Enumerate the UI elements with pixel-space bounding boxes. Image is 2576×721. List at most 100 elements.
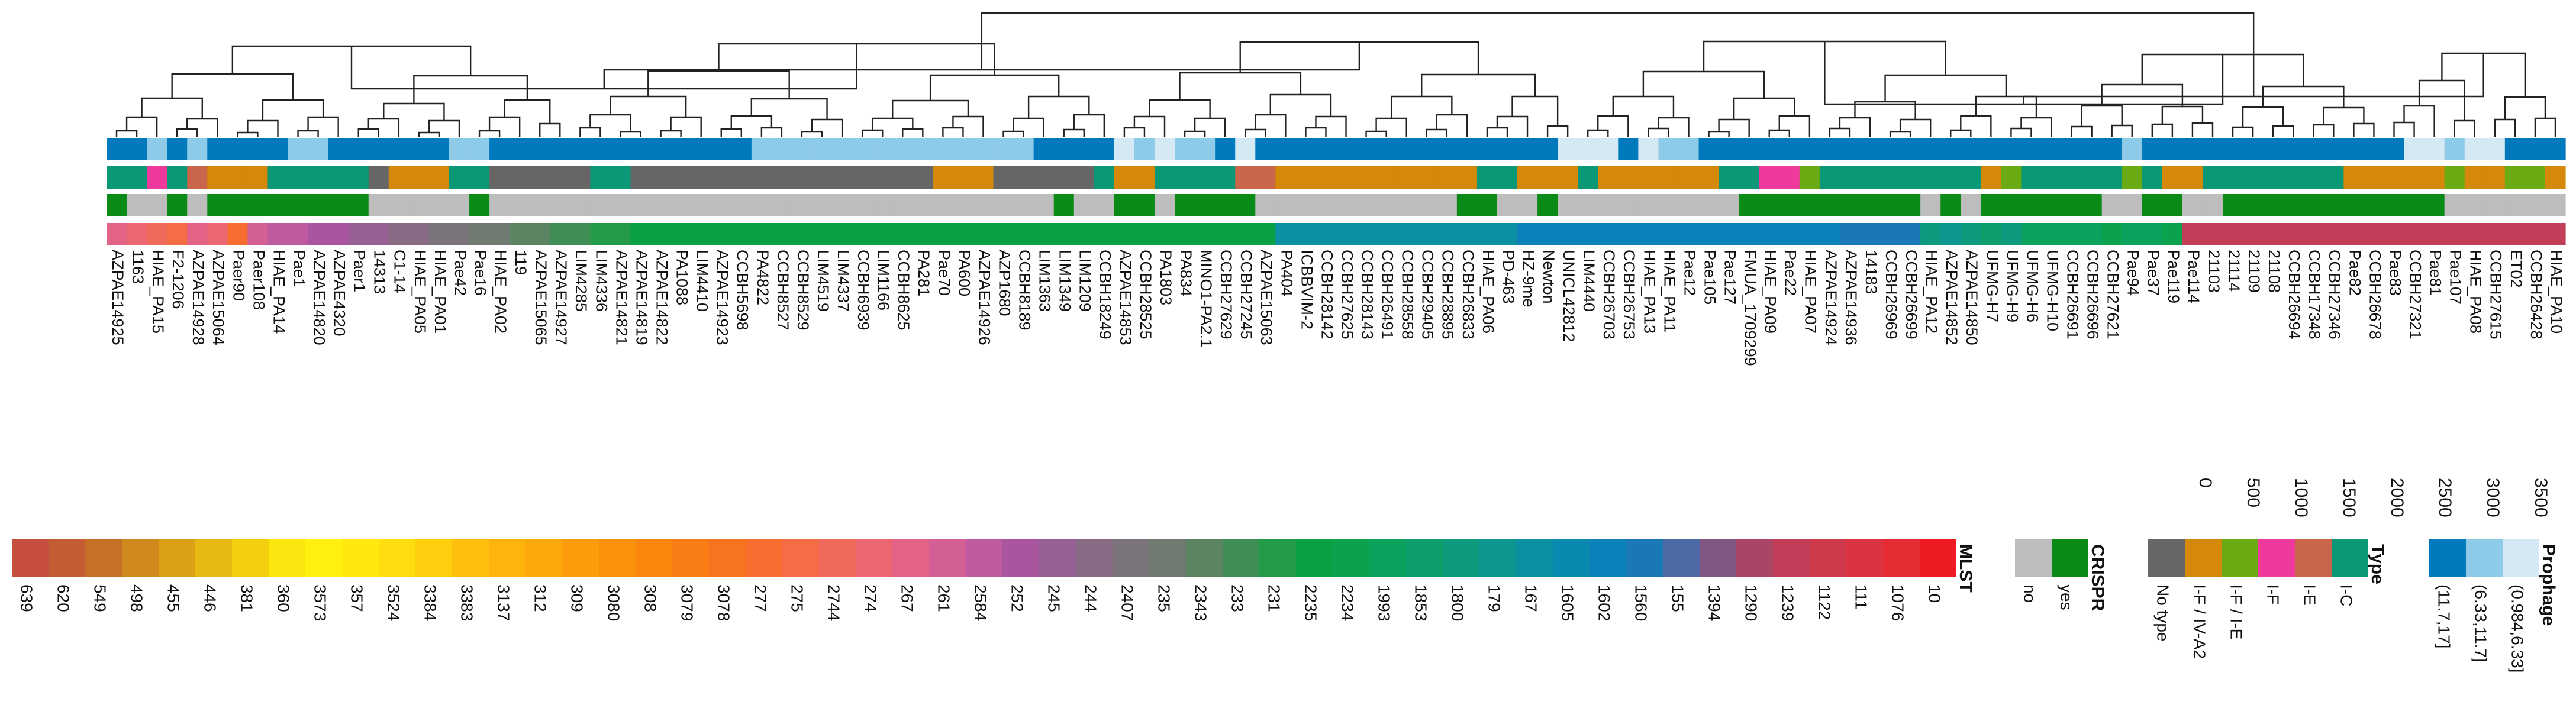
- crispr-cell: [1134, 194, 1155, 216]
- type-cell: [872, 166, 893, 189]
- crispr-cell: [1859, 194, 1881, 216]
- leaf-label: CCBH26691: [2064, 250, 2081, 340]
- crispr-cell: [1295, 194, 1317, 216]
- leaf-label: HIAE_PA05: [411, 250, 429, 334]
- prophage-cell: [530, 138, 550, 160]
- tree-branch: [1002, 130, 1024, 137]
- mlst-cell: [469, 223, 490, 245]
- type-cell: [2243, 166, 2264, 189]
- prophage-scale-tick: 3000: [2483, 478, 2503, 518]
- crispr-cell: [1053, 194, 1075, 216]
- mlst-legend-swatch: [1039, 539, 1076, 577]
- mlst-cell: [1961, 223, 1981, 245]
- tree-branch: [176, 128, 198, 137]
- tree-branch: [730, 115, 773, 129]
- prophage-cell: [1578, 138, 1598, 160]
- leaf-label: PA1803: [1157, 250, 1175, 305]
- leaf-label: CCBH26428: [2527, 250, 2545, 340]
- crispr-cell: [1880, 194, 1901, 216]
- prophage-cell: [1961, 138, 1981, 160]
- prophage-cell: [2504, 138, 2526, 160]
- leaf-label: PA600: [955, 250, 973, 296]
- prophage-cell: [650, 138, 672, 160]
- crispr-cell: [2243, 194, 2264, 216]
- type-cell: [408, 166, 430, 189]
- crispr-cell: [2182, 194, 2203, 216]
- prophage-cell: [670, 138, 692, 160]
- mlst-legend-swatch: [1223, 539, 1259, 577]
- leaf-label: UFMG-H10: [2043, 250, 2061, 331]
- leaf-label: HIAE_PA09: [1762, 250, 1779, 334]
- mlst-legend-swatch: [525, 539, 562, 577]
- prophage-cell: [1900, 138, 1921, 160]
- leaf-label: AZPAE14850: [1963, 250, 1981, 345]
- mlst-legend-swatch: [305, 539, 342, 577]
- crispr-cell: [1376, 194, 1397, 216]
- tree-branch: [2393, 121, 2415, 137]
- type-cell: [832, 166, 853, 189]
- mlst-legend-swatch: [1883, 539, 1920, 577]
- crispr-cell: [2283, 194, 2304, 216]
- tree-branch: [428, 119, 460, 137]
- mlst-legend-label: 3078: [715, 584, 733, 621]
- crispr-cell: [933, 194, 954, 216]
- leaf-label: CCBH28142: [1318, 250, 1336, 340]
- mlst-cell: [2182, 223, 2203, 245]
- crispr-legend-label: no: [2021, 584, 2039, 603]
- type-cell: [1517, 166, 1538, 189]
- mlst-legend-swatch: [1590, 539, 1626, 577]
- mlst-legend-swatch: [1002, 539, 1039, 577]
- mlst-cell: [610, 223, 631, 245]
- prophage-cell: [570, 138, 591, 160]
- prophage-cell: [2343, 138, 2365, 160]
- mlst-legend-label: 1560: [1632, 584, 1650, 621]
- tree-branch: [186, 118, 218, 137]
- tree-branch: [1899, 118, 1932, 137]
- tree-branch: [1436, 114, 1468, 137]
- type-cell: [1456, 166, 1478, 189]
- mlst-legend-swatch: [1626, 539, 1663, 577]
- leaf-label: HIAE_PA13: [1640, 250, 1658, 334]
- leaf-label: Pae94: [2124, 250, 2142, 296]
- tree-branch: [1426, 128, 1448, 137]
- tree-branch: [2313, 124, 2335, 137]
- type-cell: [107, 166, 127, 189]
- leaf-label: 21114: [2225, 250, 2243, 292]
- leaf-label: HIAE_PA01: [431, 250, 449, 334]
- crispr-cell: [1033, 194, 1055, 216]
- legend: 639 620 549 498 455 446 381 360 3573 357 3524 3384 3…: [12, 478, 2558, 672]
- type-cell: [449, 166, 470, 189]
- crispr-cell: [2525, 194, 2546, 216]
- crispr-cell: [1961, 194, 1981, 216]
- leaf-label: Pae37: [2145, 250, 2162, 296]
- type-cell: [1658, 166, 1679, 189]
- prophage-cell: [1598, 138, 1619, 160]
- crispr-cell: [1094, 194, 1115, 216]
- tree-branch: [1824, 41, 2224, 105]
- prophage-cell: [267, 138, 289, 160]
- crispr-cell: [2545, 194, 2566, 216]
- mlst-legend-label: 498: [128, 584, 146, 612]
- tree-branch: [1612, 95, 1675, 118]
- type-cell: [1920, 166, 1941, 189]
- mlst-legend-label: 455: [165, 584, 183, 612]
- tree-branch: [478, 130, 501, 137]
- mlst-cell: [348, 223, 369, 245]
- prophage-legend-swatch: [2466, 539, 2503, 577]
- prophage-cell: [1073, 138, 1095, 160]
- type-cell: [2545, 166, 2566, 189]
- tree-branch: [383, 102, 445, 121]
- prophage-legend-title: Prophage: [2539, 544, 2558, 626]
- mlst-legend-label: 267: [898, 584, 917, 612]
- mlst-cell: [1698, 223, 1720, 245]
- type-cell: [1073, 166, 1095, 189]
- prophage-cell: [408, 138, 430, 160]
- tree-branch: [1648, 127, 1669, 137]
- crispr-cell: [469, 194, 490, 216]
- crispr-cell: [832, 194, 853, 216]
- leaf-label: AZPAE14924: [1822, 250, 1840, 345]
- crispr-cell: [187, 194, 208, 216]
- crispr-cell: [2384, 194, 2405, 216]
- mlst-legend-label: 244: [1082, 584, 1100, 612]
- crispr-cell: [1416, 194, 1437, 216]
